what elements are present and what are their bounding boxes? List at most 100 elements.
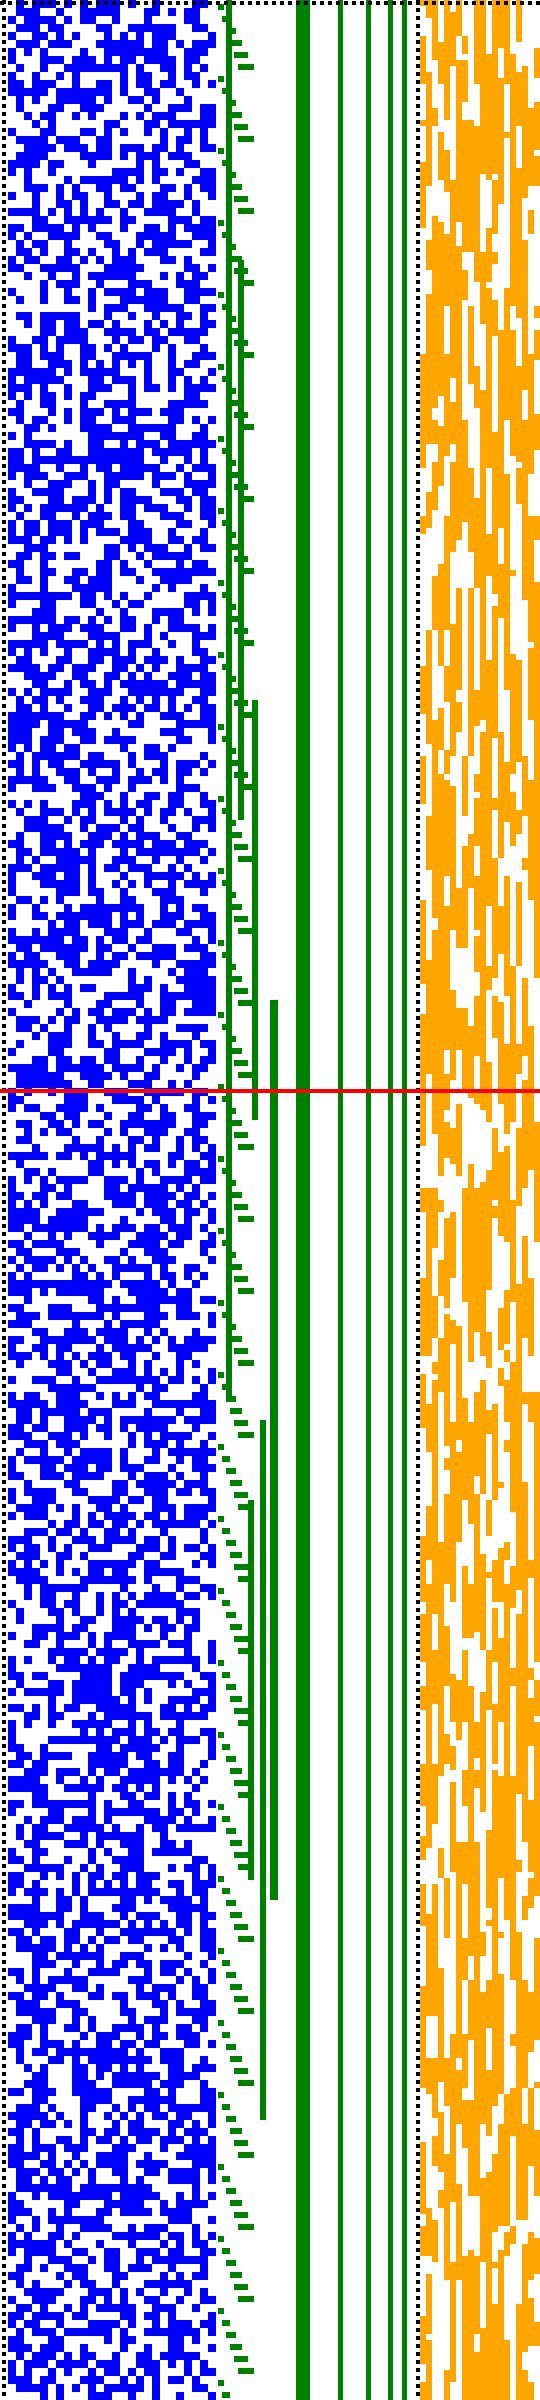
blue-cell bbox=[48, 968, 56, 976]
blue-cell bbox=[144, 1816, 152, 1824]
blue-cell bbox=[160, 1032, 168, 1040]
blue-cell bbox=[120, 704, 128, 712]
orange-cell bbox=[480, 252, 486, 282]
orange-cell bbox=[474, 1842, 480, 1878]
blue-cell bbox=[48, 552, 56, 560]
blue-cell bbox=[104, 1056, 112, 1064]
orange-cell bbox=[486, 1656, 492, 1704]
blue-cell bbox=[176, 1896, 184, 1904]
blue-cell bbox=[16, 776, 24, 784]
blue-cell bbox=[144, 2040, 152, 2048]
blue-cell bbox=[208, 2368, 216, 2376]
blue-cell bbox=[120, 2112, 128, 2120]
blue-cell bbox=[144, 1576, 152, 1584]
orange-cell bbox=[432, 420, 438, 444]
orange-cell bbox=[480, 1608, 486, 1650]
green-step bbox=[230, 1552, 242, 1558]
blue-cell bbox=[176, 672, 184, 680]
blue-cell bbox=[160, 1040, 168, 1048]
blue-cell bbox=[96, 1104, 104, 1112]
blue-cell bbox=[184, 2328, 192, 2336]
blue-cell bbox=[136, 1752, 144, 1760]
blue-cell bbox=[120, 848, 128, 856]
orange-cell bbox=[468, 648, 474, 666]
blue-cell bbox=[128, 1352, 136, 1360]
blue-cell bbox=[136, 464, 144, 472]
blue-cell bbox=[24, 664, 32, 672]
blue-cell bbox=[16, 1080, 24, 1088]
blue-cell bbox=[80, 1584, 88, 1592]
blue-cell bbox=[40, 1600, 48, 1608]
blue-cell bbox=[40, 1888, 48, 1896]
blue-cell bbox=[40, 1072, 48, 1080]
blue-cell bbox=[184, 48, 192, 56]
blue-cell bbox=[56, 2272, 64, 2280]
blue-cell bbox=[160, 1472, 168, 1480]
blue-cell bbox=[48, 944, 56, 952]
blue-cell bbox=[64, 720, 72, 728]
blue-cell bbox=[88, 872, 96, 880]
blue-cell bbox=[88, 1880, 96, 1888]
blue-cell bbox=[80, 1800, 88, 1808]
blue-cell bbox=[120, 296, 128, 304]
orange-cell bbox=[432, 462, 438, 510]
blue-cell bbox=[88, 2320, 96, 2328]
blue-cell bbox=[16, 1352, 24, 1360]
blue-cell bbox=[8, 32, 16, 40]
blue-cell bbox=[168, 640, 176, 648]
blue-cell bbox=[80, 1280, 88, 1288]
blue-cell bbox=[168, 1520, 176, 1528]
orange-cell bbox=[444, 1338, 450, 1392]
blue-cell bbox=[56, 720, 64, 728]
blue-cell bbox=[8, 936, 16, 944]
blue-cell bbox=[144, 792, 152, 800]
blue-cell bbox=[104, 1920, 112, 1928]
blue-cell bbox=[184, 1864, 192, 1872]
green-step bbox=[238, 496, 254, 502]
blue-cell bbox=[184, 1008, 192, 1016]
blue-cell bbox=[72, 1920, 80, 1928]
blue-cell bbox=[136, 1264, 144, 1272]
blue-cell bbox=[184, 1296, 192, 1304]
blue-cell bbox=[104, 1000, 112, 1008]
blue-cell bbox=[144, 1960, 152, 1968]
blue-cell bbox=[152, 1440, 160, 1448]
orange-cell bbox=[462, 462, 468, 492]
blue-cell bbox=[16, 1040, 24, 1048]
orange-cell bbox=[444, 0, 450, 36]
orange-cell bbox=[450, 2274, 456, 2322]
blue-cell bbox=[120, 2064, 128, 2072]
blue-cell bbox=[80, 96, 88, 104]
blue-cell bbox=[104, 512, 112, 520]
blue-cell bbox=[88, 456, 96, 464]
blue-cell bbox=[136, 1952, 144, 1960]
blue-cell bbox=[160, 1184, 168, 1192]
blue-cell bbox=[200, 1712, 208, 1720]
blue-cell bbox=[96, 776, 104, 784]
orange-cell bbox=[480, 2100, 486, 2124]
blue-cell bbox=[120, 1632, 128, 1640]
blue-cell bbox=[104, 456, 112, 464]
blue-cell bbox=[152, 768, 160, 776]
blue-cell bbox=[72, 216, 80, 224]
blue-cell bbox=[96, 1664, 104, 1672]
blue-cell bbox=[152, 1616, 160, 1624]
blue-cell bbox=[80, 1208, 88, 1216]
blue-cell bbox=[48, 1592, 56, 1600]
blue-cell bbox=[144, 1288, 152, 1296]
green-step bbox=[230, 832, 242, 838]
blue-cell bbox=[136, 1912, 144, 1920]
blue-cell bbox=[176, 1520, 184, 1528]
blue-cell bbox=[96, 2088, 104, 2096]
blue-cell bbox=[136, 1184, 144, 1192]
blue-cell bbox=[64, 864, 72, 872]
blue-cell bbox=[8, 784, 16, 792]
blue-cell bbox=[8, 192, 16, 200]
blue-cell bbox=[56, 1152, 64, 1160]
blue-cell bbox=[160, 2200, 168, 2208]
blue-cell bbox=[144, 288, 152, 296]
blue-cell bbox=[184, 2072, 192, 2080]
blue-cell bbox=[176, 1240, 184, 1248]
orange-cell bbox=[426, 678, 432, 714]
blue-cell bbox=[200, 840, 208, 848]
